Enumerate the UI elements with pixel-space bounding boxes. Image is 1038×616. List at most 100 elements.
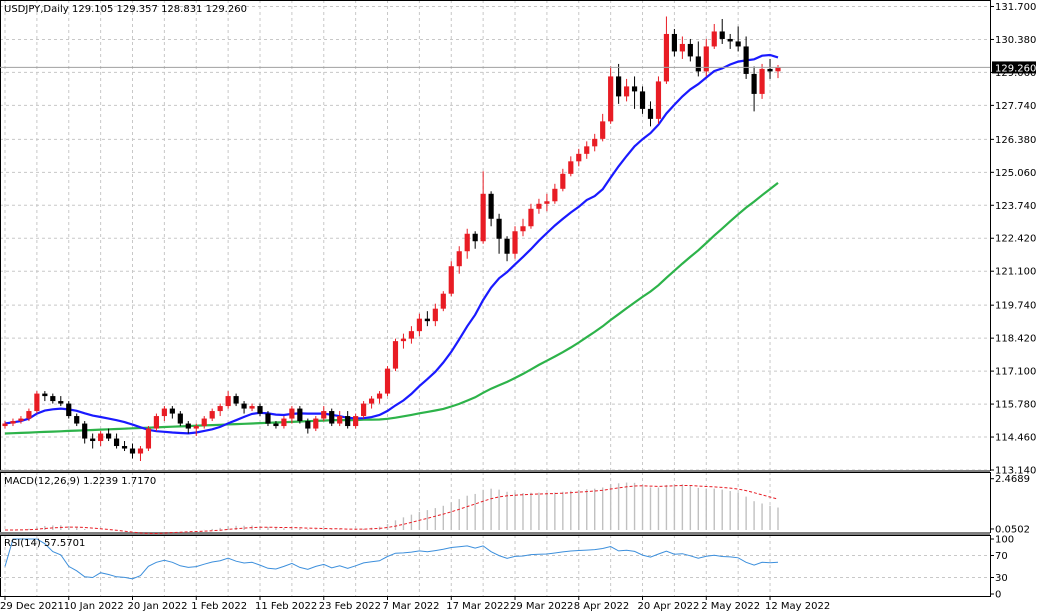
candle-body: [376, 393, 383, 399]
candle-body: [145, 428, 152, 449]
candles: [2, 16, 781, 462]
candle-body: [496, 218, 502, 239]
candle-body: [384, 368, 391, 394]
price-tick-label: 127.740: [995, 101, 1036, 112]
candle-body: [98, 433, 104, 442]
pane-separator: [0, 532, 990, 535]
date-tick-label: 2 May 2022: [701, 601, 760, 612]
candle-body: [66, 403, 72, 417]
candle-body: [480, 193, 486, 242]
candle-body: [281, 418, 287, 427]
macd-tick-label: 0.0502: [995, 524, 1030, 535]
ma-slow-line: [4, 182, 779, 435]
candle-body: [743, 46, 749, 74]
rsi-tick-label: 0: [995, 590, 1001, 601]
ohlc-readout: 129.105 129.357 128.831 129.260: [72, 4, 247, 15]
candle-body: [368, 398, 375, 404]
candle-body: [74, 416, 80, 424]
candle-body: [392, 341, 399, 369]
candle-body: [313, 418, 319, 429]
candle-body: [679, 43, 685, 52]
date-tick-label: 29 Mar 2022: [510, 601, 573, 612]
candle-body: [241, 403, 247, 409]
candle-body: [185, 423, 191, 429]
macd-tick-label: 2.4689: [995, 474, 1030, 485]
candle-body: [361, 403, 367, 417]
candle-body: [265, 413, 271, 424]
pane-separator: [0, 470, 990, 473]
candle-body: [623, 86, 630, 97]
candle-body: [408, 331, 415, 339]
candle-body: [608, 76, 614, 122]
date-tick-label: 10 Jan 2022: [64, 601, 124, 612]
candle-body: [735, 41, 741, 47]
pane-frames: [0, 0, 991, 597]
price-tick-label: 118.420: [995, 334, 1036, 345]
candle-body: [584, 146, 590, 154]
candle-body: [767, 68, 773, 72]
date-tick-label: 11 Feb 2022: [255, 601, 317, 612]
candle-body: [233, 396, 239, 404]
candle-body: [217, 406, 223, 412]
date-tick-label: 29 Dec 2021: [0, 601, 64, 612]
price-tick-label: 123.740: [995, 201, 1036, 212]
candle-body: [464, 233, 470, 252]
candle-body: [353, 416, 359, 427]
candle-body: [568, 161, 574, 174]
candle-body: [751, 73, 757, 94]
candle-body: [201, 418, 207, 427]
candle-body: [153, 416, 160, 429]
rsi-line: [4, 538, 779, 580]
candle-body: [440, 293, 446, 309]
price-tick-label: 113.140: [995, 466, 1036, 477]
candle-body: [416, 318, 422, 332]
candle-body: [257, 406, 263, 414]
candle-body: [424, 318, 430, 322]
price-tick-label: 117.100: [995, 367, 1036, 378]
candle-body: [26, 411, 32, 419]
date-tick-label: 23 Feb 2022: [319, 601, 381, 612]
candle-body: [512, 231, 518, 254]
candle-body: [759, 68, 765, 94]
candle-body: [552, 188, 558, 202]
price-tick-label: 130.380: [995, 35, 1036, 46]
candle-body: [448, 266, 454, 294]
rsi-pane-frame: [0, 535, 991, 597]
candle-body: [321, 411, 327, 419]
candle-body: [18, 418, 24, 422]
price-tick-label: 131.700: [995, 2, 1036, 13]
candle-body: [161, 408, 167, 417]
candle-body: [400, 338, 407, 342]
price-tick-label: 114.460: [995, 433, 1036, 444]
candle-body: [337, 416, 343, 424]
candle-body: [695, 56, 701, 72]
candle-body: [663, 33, 670, 82]
price-tick-label: 122.420: [995, 234, 1036, 245]
rsi-pane: [0, 538, 990, 580]
price-tick-label: 125.060: [995, 168, 1036, 179]
candle-body: [488, 193, 494, 219]
candle-body: [113, 438, 120, 447]
date-tick-label: 17 Mar 2022: [446, 601, 509, 612]
candle-body: [456, 251, 462, 267]
candle-body: [137, 448, 144, 454]
candle-body: [106, 433, 112, 439]
candle-body: [432, 308, 438, 322]
price-tick-label: 121.100: [995, 267, 1036, 278]
candle-body: [647, 108, 654, 119]
candle-body: [345, 416, 351, 427]
rsi-tick-label: 70: [995, 551, 1008, 562]
candle-body: [655, 81, 662, 119]
candle-body: [305, 421, 311, 429]
candle-body: [671, 33, 677, 52]
candle-body: [209, 411, 215, 419]
candle-body: [10, 421, 16, 424]
candle-body: [687, 43, 693, 57]
price-tick-label: 115.780: [995, 400, 1036, 411]
rsi-label: RSI(14) 57.5701: [4, 538, 85, 549]
candle-body: [297, 408, 303, 422]
candle-body: [616, 76, 622, 97]
candle-body: [50, 396, 56, 402]
